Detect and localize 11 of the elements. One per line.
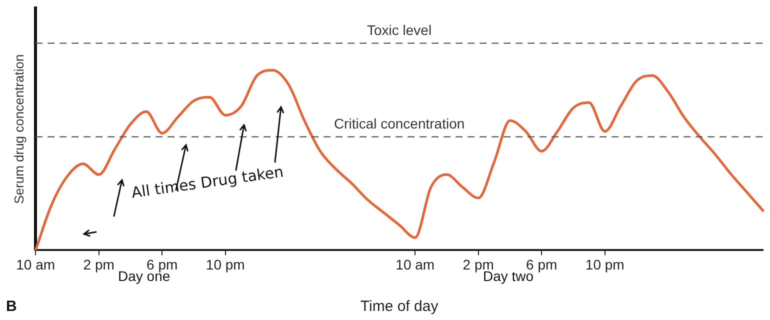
ref-line-label: Toxic level [367, 22, 432, 38]
x-axis-title: Time of day [360, 298, 439, 316]
ref-line-label: Critical concentration [334, 116, 465, 132]
x-tick-label: 10 am [396, 256, 435, 272]
y-axis-title: Serum drug concentration [11, 54, 26, 204]
annotation: All times Drug taken [130, 162, 286, 204]
x-tick-label: 10 pm [206, 256, 245, 272]
x-tick-label: 10 am [16, 256, 56, 272]
x-tick-label: 2 pm [83, 256, 114, 272]
x-tick-label: 10 pm [585, 256, 624, 272]
text: B [6, 298, 17, 315]
